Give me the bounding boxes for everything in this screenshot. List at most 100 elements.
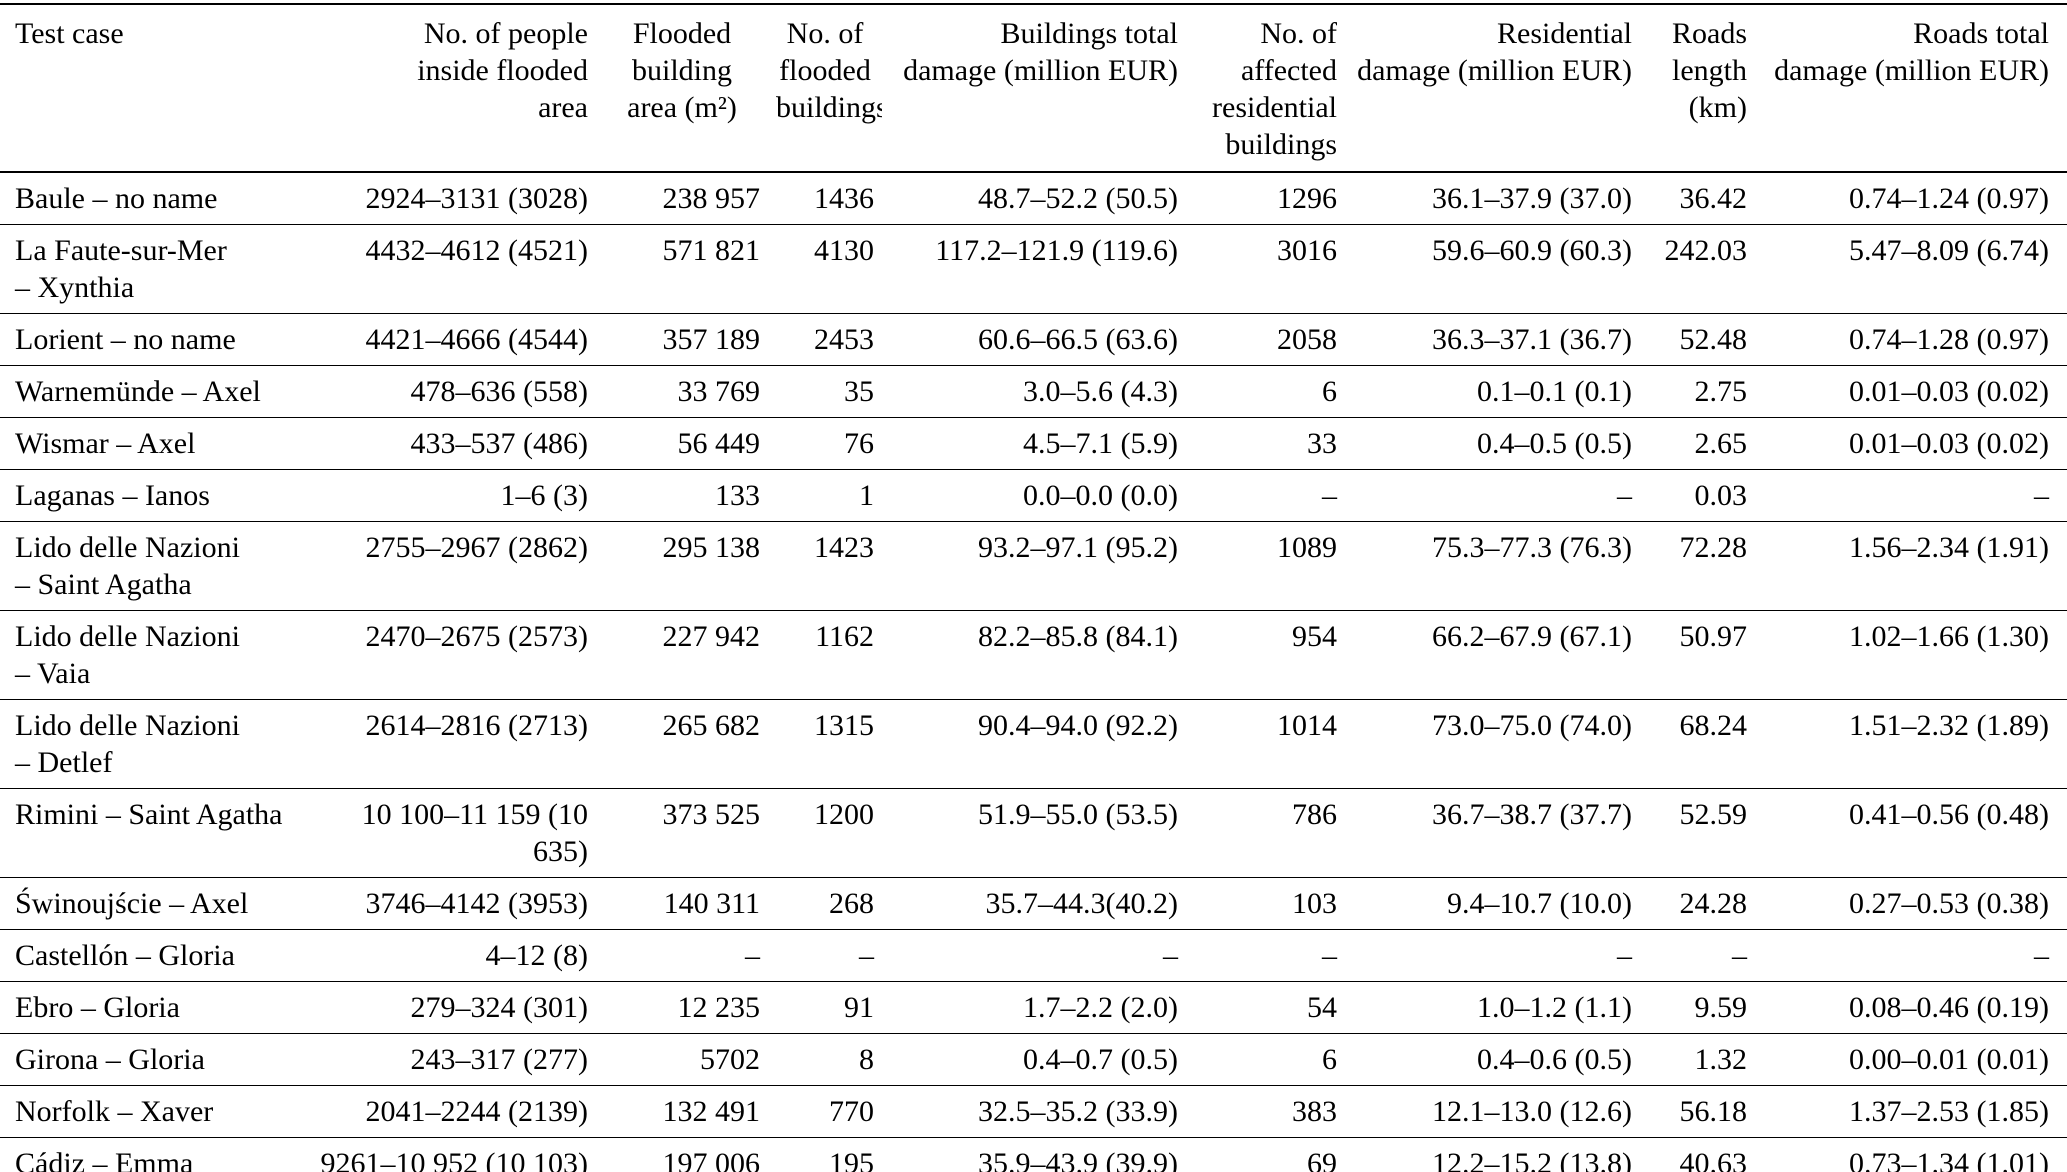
table-row: Cádiz – Emma 9261–10 952 (10 103) 197 00… <box>0 1138 2067 1172</box>
table-row: Girona – Gloria 243–317 (277) 5702 8 0.4… <box>0 1034 2067 1086</box>
cell-roads-total-damage: 0.74–1.28 (0.97) <box>1849 323 2049 356</box>
cell-flooded-building-area: 571 821 <box>662 234 761 267</box>
cell-flooded-building-area: – <box>745 939 760 972</box>
cell-roads-total-damage: 1.56–2.34 (1.91) <box>1849 531 2049 564</box>
cell-no-flooded-buildings: 91 <box>844 991 874 1024</box>
cell-roads-length: 56.18 <box>1679 1095 1748 1128</box>
cell-residential-damage: 0.4–0.5 (0.5) <box>1477 427 1632 460</box>
col-header-test-case: Test case <box>15 17 124 50</box>
cell-test-case: Cádiz – Emma <box>15 1147 194 1172</box>
cell-flooded-building-area: 133 <box>715 479 760 512</box>
cell-flooded-building-area: 33 769 <box>677 375 761 408</box>
cell-test-case: Lido delle Nazioni – Vaia <box>15 620 240 690</box>
cell-no-flooded-buildings: 770 <box>829 1095 874 1128</box>
cell-residential-damage: 59.6–60.9 (60.3) <box>1432 234 1632 267</box>
cell-people-inside-flooded-area: 2755–2967 (2862) <box>365 531 588 564</box>
cell-test-case: Laganas – Ianos <box>15 479 210 512</box>
cell-flooded-building-area: 132 491 <box>662 1095 761 1128</box>
cell-no-affected-residential-buildings: 954 <box>1292 620 1337 653</box>
cell-residential-damage: 0.1–0.1 (0.1) <box>1477 375 1632 408</box>
cell-no-flooded-buildings: 1436 <box>814 182 874 215</box>
cell-roads-total-damage: 0.41–0.56 (0.48) <box>1849 798 2049 831</box>
cell-no-flooded-buildings: 1423 <box>814 531 874 564</box>
cell-no-affected-residential-buildings: 383 <box>1292 1095 1337 1128</box>
cell-no-affected-residential-buildings: 103 <box>1292 887 1337 920</box>
col-header-buildings-total-damage: Buildings total damage (million EUR) <box>903 17 1178 87</box>
cell-flooded-building-area: 295 138 <box>662 531 761 564</box>
cell-residential-damage: 73.0–75.0 (74.0) <box>1432 709 1632 742</box>
cell-test-case: Lorient – no name <box>15 323 236 356</box>
cell-roads-length: 52.48 <box>1679 323 1748 356</box>
cell-roads-total-damage: – <box>2034 939 2049 972</box>
cell-residential-damage: – <box>1617 939 1632 972</box>
col-header-residential-damage: Residential damage (million EUR) <box>1357 17 1632 87</box>
cell-test-case: Girona – Gloria <box>15 1043 205 1076</box>
cell-test-case: Wismar – Axel <box>15 427 196 460</box>
cell-flooded-building-area: 5702 <box>700 1043 760 1076</box>
cell-no-affected-residential-buildings: – <box>1322 939 1337 972</box>
cell-roads-total-damage: 1.02–1.66 (1.30) <box>1849 620 2049 653</box>
cell-roads-length: 9.59 <box>1694 991 1748 1024</box>
cell-no-affected-residential-buildings: 54 <box>1307 991 1337 1024</box>
cell-roads-length: 52.59 <box>1679 798 1748 831</box>
cell-people-inside-flooded-area: 2041–2244 (2139) <box>365 1095 588 1128</box>
cell-buildings-total-damage: 60.6–66.5 (63.6) <box>978 323 1178 356</box>
cell-roads-total-damage: 0.00–0.01 (0.01) <box>1849 1043 2049 1076</box>
cell-roads-total-damage: 5.47–8.09 (6.74) <box>1849 234 2049 267</box>
table-row: Ebro – Gloria 279–324 (301) 12 235 91 1.… <box>0 982 2067 1034</box>
cell-people-inside-flooded-area: 2470–2675 (2573) <box>365 620 588 653</box>
cell-test-case: Baule – no name <box>15 182 218 215</box>
cell-roads-total-damage: 1.51–2.32 (1.89) <box>1849 709 2049 742</box>
cell-no-affected-residential-buildings: 6 <box>1322 375 1337 408</box>
cell-residential-damage: 12.2–15.2 (13.8) <box>1432 1147 1632 1172</box>
cell-people-inside-flooded-area: 279–324 (301) <box>410 991 588 1024</box>
cell-no-flooded-buildings: 4130 <box>814 234 874 267</box>
cell-residential-damage: 9.4–10.7 (10.0) <box>1447 887 1632 920</box>
cell-roads-length: 1.32 <box>1694 1043 1748 1076</box>
header-row: Test case No. of people inside flooded a… <box>0 4 2067 172</box>
cell-no-affected-residential-buildings: 1089 <box>1277 531 1337 564</box>
cell-no-affected-residential-buildings: 6 <box>1322 1043 1337 1076</box>
cell-roads-total-damage: – <box>2034 479 2049 512</box>
cell-buildings-total-damage: 35.7–44.3(40.2) <box>985 887 1178 920</box>
cell-residential-damage: 1.0–1.2 (1.1) <box>1477 991 1632 1024</box>
cell-roads-total-damage: 0.74–1.24 (0.97) <box>1849 182 2049 215</box>
cell-roads-length: 2.75 <box>1694 375 1748 408</box>
table-row: Lido delle Nazioni – Vaia 2470–2675 (257… <box>0 611 2067 700</box>
cell-buildings-total-damage: 82.2–85.8 (84.1) <box>978 620 1178 653</box>
cell-people-inside-flooded-area: 4432–4612 (4521) <box>365 234 588 267</box>
cell-no-affected-residential-buildings: 1296 <box>1277 182 1337 215</box>
table-row: Lorient – no name 4421–4666 (4544) 357 1… <box>0 314 2067 366</box>
table-row: Rimini – Saint Agatha 10 100–11 159 (10 … <box>0 789 2067 878</box>
cell-residential-damage: 66.2–67.9 (67.1) <box>1432 620 1632 653</box>
table-row: Castellón – Gloria 4–12 (8) – – – – – – … <box>0 930 2067 982</box>
cell-no-flooded-buildings: 2453 <box>814 323 874 356</box>
cell-test-case: Castellón – Gloria <box>15 939 235 972</box>
results-table: Test case No. of people inside flooded a… <box>0 3 2067 1172</box>
cell-no-flooded-buildings: 195 <box>829 1147 874 1172</box>
cell-residential-damage: 0.4–0.6 (0.5) <box>1477 1043 1632 1076</box>
col-header-roads-total-damage: Roads total damage (million EUR) <box>1774 17 2049 87</box>
cell-test-case: Świnoujście – Axel <box>15 887 249 920</box>
cell-people-inside-flooded-area: 3746–4142 (3953) <box>365 887 588 920</box>
table-row: Norfolk – Xaver 2041–2244 (2139) 132 491… <box>0 1086 2067 1138</box>
cell-people-inside-flooded-area: 243–317 (277) <box>410 1043 588 1076</box>
cell-no-affected-residential-buildings: 1014 <box>1277 709 1337 742</box>
cell-flooded-building-area: 140 311 <box>663 887 760 920</box>
cell-people-inside-flooded-area: 1–6 (3) <box>500 479 588 512</box>
cell-residential-damage: 36.3–37.1 (36.7) <box>1432 323 1632 356</box>
col-header-people-inside-flooded-area: No. of people inside flooded area <box>417 17 588 124</box>
table-row: Świnoujście – Axel 3746–4142 (3953) 140 … <box>0 878 2067 930</box>
cell-no-affected-residential-buildings: 786 <box>1292 798 1337 831</box>
table-row: Warnemünde – Axel 478–636 (558) 33 769 3… <box>0 366 2067 418</box>
cell-buildings-total-damage: 117.2–121.9 (119.6) <box>935 234 1178 267</box>
table-row: Lido delle Nazioni – Saint Agatha 2755–2… <box>0 522 2067 611</box>
table-row: Laganas – Ianos 1–6 (3) 133 1 0.0–0.0 (0… <box>0 470 2067 522</box>
cell-people-inside-flooded-area: 4–12 (8) <box>485 939 588 972</box>
cell-buildings-total-damage: 32.5–35.2 (33.9) <box>978 1095 1178 1128</box>
cell-people-inside-flooded-area: 2614–2816 (2713) <box>365 709 588 742</box>
cell-no-flooded-buildings: 1315 <box>814 709 874 742</box>
cell-residential-damage: 75.3–77.3 (76.3) <box>1432 531 1632 564</box>
cell-roads-length: 68.24 <box>1679 709 1748 742</box>
cell-no-flooded-buildings: – <box>859 939 874 972</box>
